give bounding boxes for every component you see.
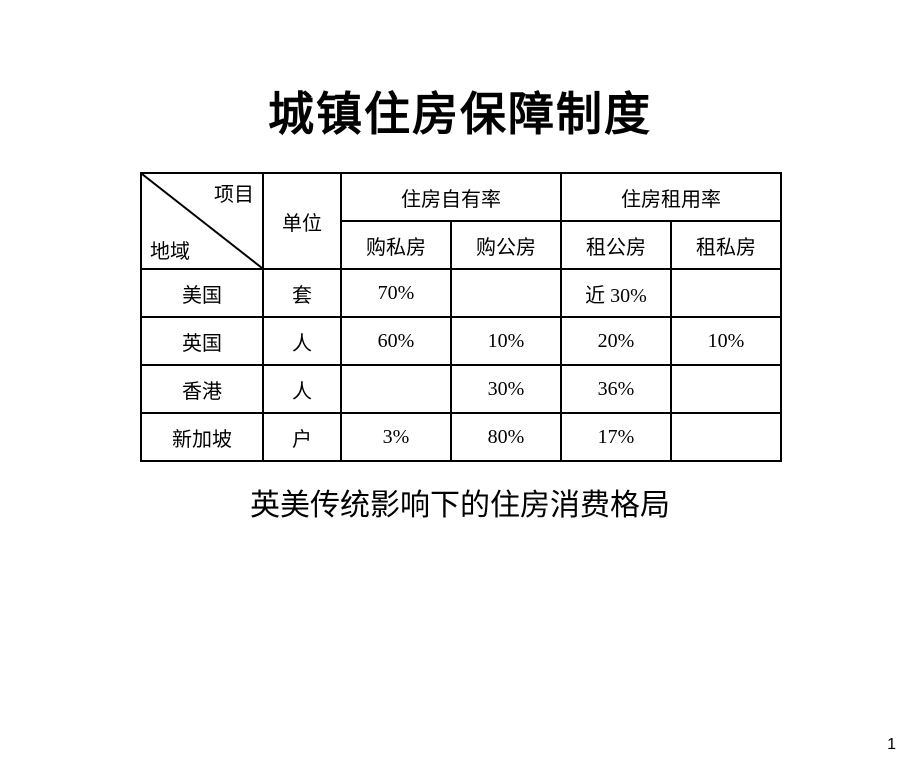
cell-unit: 户 (263, 413, 341, 461)
cell-value (671, 269, 781, 317)
table-row: 美国 套 70% 近 30% (141, 269, 781, 317)
cell-value: 近 30% (561, 269, 671, 317)
header-unit: 单位 (263, 173, 341, 269)
diagonal-header: 项目 地域 (141, 173, 263, 269)
cell-value: 3% (341, 413, 451, 461)
cell-value: 30% (451, 365, 561, 413)
cell-unit: 人 (263, 365, 341, 413)
cell-value (341, 365, 451, 413)
cell-value: 36% (561, 365, 671, 413)
header-row-1: 项目 地域 单位 住房自有率 住房租用率 (141, 173, 781, 221)
cell-value: 80% (451, 413, 561, 461)
cell-value: 10% (671, 317, 781, 365)
table-row: 新加坡 户 3% 80% 17% (141, 413, 781, 461)
subheader-0: 购私房 (341, 221, 451, 269)
cell-unit: 人 (263, 317, 341, 365)
cell-value: 60% (341, 317, 451, 365)
subheader-2: 租公房 (561, 221, 671, 269)
cell-value: 70% (341, 269, 451, 317)
cell-value: 17% (561, 413, 671, 461)
header-rental: 住房租用率 (561, 173, 781, 221)
header-region: 地域 (150, 235, 190, 264)
cell-region: 新加坡 (141, 413, 263, 461)
header-project: 项目 (214, 178, 254, 207)
page-subtitle: 英美传统影响下的住房消费格局 (0, 480, 920, 524)
page-number: 1 (887, 736, 896, 754)
cell-value (671, 365, 781, 413)
table-row: 香港 人 30% 36% (141, 365, 781, 413)
cell-unit: 套 (263, 269, 341, 317)
cell-region: 美国 (141, 269, 263, 317)
cell-value: 20% (561, 317, 671, 365)
page-title: 城镇住房保障制度 (0, 78, 920, 144)
cell-value: 10% (451, 317, 561, 365)
cell-value (671, 413, 781, 461)
subheader-1: 购公房 (451, 221, 561, 269)
table-row: 英国 人 60% 10% 20% 10% (141, 317, 781, 365)
cell-region: 英国 (141, 317, 263, 365)
subheader-3: 租私房 (671, 221, 781, 269)
header-ownership: 住房自有率 (341, 173, 561, 221)
cell-value (451, 269, 561, 317)
housing-table-container: 项目 地域 单位 住房自有率 住房租用率 购私房 购公房 租公房 租私房 美国 … (140, 172, 780, 462)
housing-table: 项目 地域 单位 住房自有率 住房租用率 购私房 购公房 租公房 租私房 美国 … (140, 172, 782, 462)
cell-region: 香港 (141, 365, 263, 413)
